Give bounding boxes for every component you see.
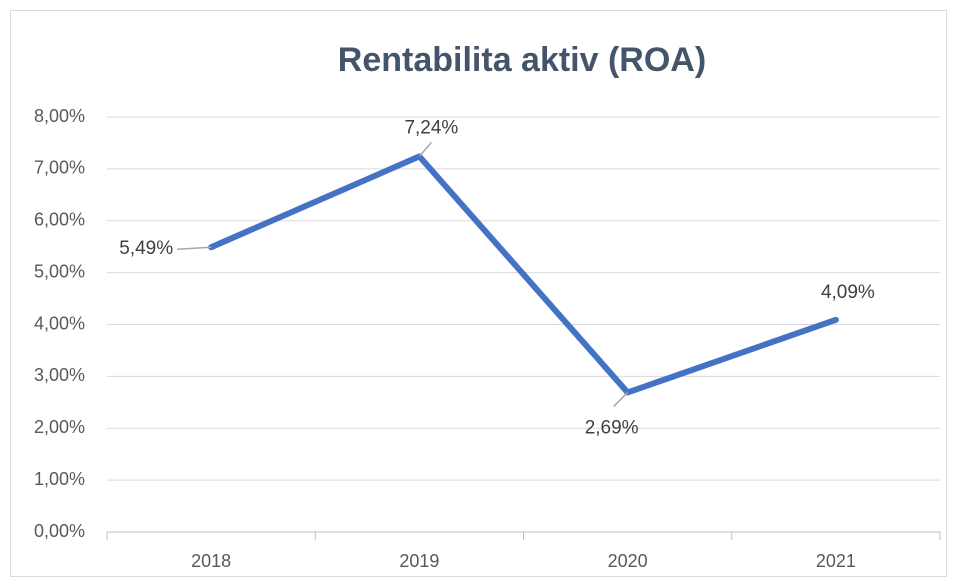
- data-label: 2,69%: [585, 417, 639, 438]
- x-tick-label: 2019: [399, 551, 439, 571]
- y-tick-label: 5,00%: [34, 261, 85, 281]
- chart-title: Rentabilita aktiv (ROA): [338, 41, 706, 79]
- line: [208, 153, 839, 396]
- y-tick-label: 8,00%: [34, 106, 85, 126]
- data-label: 7,24%: [404, 117, 458, 138]
- leader-line: [177, 246, 212, 250]
- y-tick-label: 1,00%: [34, 469, 85, 489]
- data-label: 5,49%: [119, 238, 173, 259]
- leader-line: [418, 141, 432, 157]
- y-tick-label: 2,00%: [34, 417, 85, 437]
- y-tick-label: 0,00%: [34, 521, 85, 541]
- leader-line: [613, 391, 629, 407]
- y-tick-label: 4,00%: [34, 313, 85, 333]
- x-tick-label: 2018: [191, 551, 231, 571]
- y-tick-label: 7,00%: [34, 158, 85, 178]
- y-tick-label: 3,00%: [34, 365, 85, 385]
- x-tick-label: 2021: [816, 551, 856, 571]
- chart-frame: [10, 10, 947, 577]
- y-tick-label: 6,00%: [34, 210, 85, 230]
- x-tick-label: 2020: [608, 551, 648, 571]
- data-label: 4,09%: [821, 282, 875, 303]
